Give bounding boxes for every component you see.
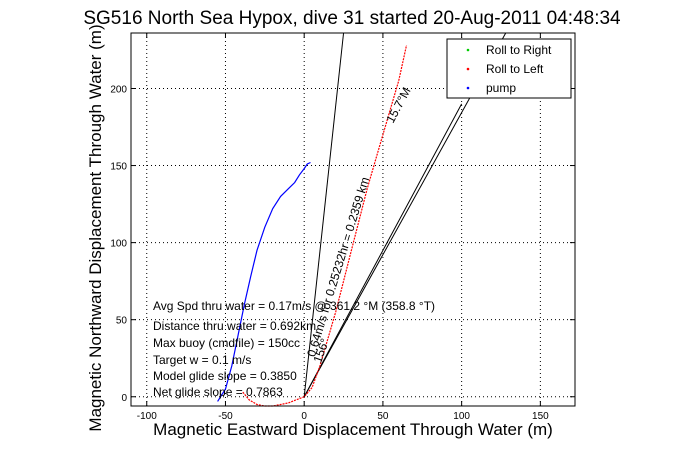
x-tick-label: -100: [137, 411, 157, 422]
legend-marker-roll-right: [466, 48, 470, 52]
heading-annotation: 15.7°M: [383, 85, 413, 125]
reference-line: [303, 32, 345, 397]
legend-label-roll-left: Roll to Left: [486, 62, 544, 76]
stat-target-w: Target w = 0.1 m/s: [153, 353, 251, 367]
x-tick-label: 50: [377, 411, 389, 422]
y-tick-label: 150: [110, 162, 127, 173]
x-tick-label: 150: [532, 411, 549, 422]
x-tick-label: -50: [218, 411, 233, 422]
x-tick-labels: -100 -50 0 50 100 150: [137, 411, 549, 422]
stat-avg-speed: Avg Spd thru water = 0.17m/s @ 361.2 °M …: [153, 299, 435, 313]
series-line-pump: [217, 161, 311, 402]
x-tick-label: 0: [301, 411, 307, 422]
x-tick-label: 100: [453, 411, 470, 422]
y-tick-label: 50: [116, 316, 128, 327]
y-tick-label: 100: [110, 239, 127, 250]
plot-border: [130, 32, 576, 407]
y-tick-labels: 0 50 100 150 200: [110, 84, 127, 403]
stat-net-glide: Net glide slope = 0.7863: [153, 385, 283, 399]
plot-frame: [130, 32, 576, 407]
y-tick-label: 0: [121, 393, 127, 404]
stat-max-buoy: Max buoy (cmdfile) = 150cc: [153, 336, 300, 350]
legend-marker-roll-left: [466, 67, 470, 71]
x-axis-label: Magnetic Eastward Displacement Through W…: [153, 420, 553, 439]
stat-model-glide: Model glide slope = 0.3850: [153, 369, 297, 383]
y-tick-label: 200: [110, 84, 127, 95]
legend-label-roll-right: Roll to Right: [486, 43, 552, 57]
legend-label-pump: pump: [486, 81, 516, 95]
chart-title: SG516 North Sea Hypox, dive 31 started 2…: [83, 8, 621, 29]
reference-line: [303, 103, 463, 397]
y-axis-label: Magnetic Northward Displacement Through …: [86, 24, 105, 431]
legend-marker-pump: [466, 86, 470, 90]
stats-block: Avg Spd thru water = 0.17m/s @ 361.2 °M …: [153, 299, 435, 399]
legend: Roll to Right Roll to Left pump: [446, 38, 572, 99]
stat-distance: Distance thru water = 0.692km: [153, 319, 316, 333]
